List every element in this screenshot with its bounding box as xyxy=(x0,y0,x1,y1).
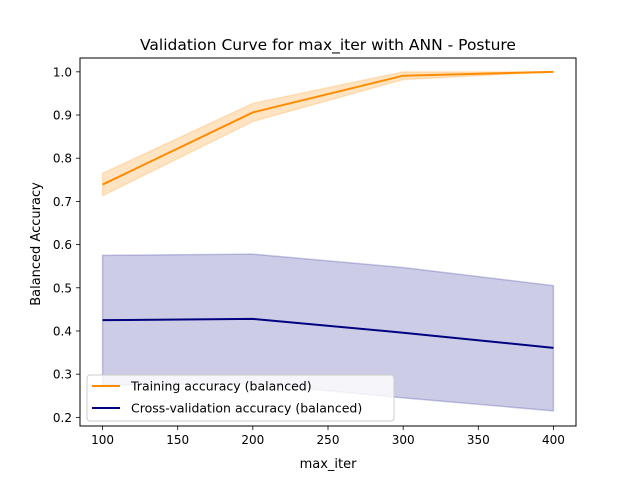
legend-label: Cross-validation accuracy (balanced) xyxy=(131,401,362,416)
series-0-band xyxy=(101,71,554,197)
chart-title: Validation Curve for max_iter with ANN -… xyxy=(140,36,516,55)
x-tick-label: 100 xyxy=(91,433,114,447)
legend-box xyxy=(86,374,395,422)
legend: Training accuracy (balanced) Cross-valida… xyxy=(86,374,395,422)
y-tick-label: 0.2 xyxy=(53,411,72,425)
y-axis-ticks: 0.2 0.3 0.4 0.5 0.6 0.7 0.8 0.9 1.0 xyxy=(53,65,80,425)
y-tick-label: 0.6 xyxy=(53,238,72,252)
x-tick-label: 400 xyxy=(542,433,565,447)
y-tick-label: 0.9 xyxy=(53,109,72,123)
x-axis-label: max_iter xyxy=(300,457,358,472)
x-tick-label: 250 xyxy=(317,433,340,447)
x-tick-label: 200 xyxy=(241,433,264,447)
series-1-line xyxy=(102,317,554,349)
y-tick-label: 0.7 xyxy=(53,195,72,209)
y-axis-label: Balanced Accuracy xyxy=(29,182,44,306)
y-tick-label: 1.0 xyxy=(53,65,72,79)
x-tick-label: 300 xyxy=(392,433,415,447)
y-tick-label: 0.4 xyxy=(53,324,72,338)
confidence-bands xyxy=(101,71,555,412)
x-tick-label: 150 xyxy=(166,433,189,447)
y-tick-label: 0.8 xyxy=(53,152,72,166)
x-axis-ticks: 100 150 200 250 300 350 400 xyxy=(91,426,565,447)
y-tick-label: 0.5 xyxy=(53,281,72,295)
y-tick-label: 0.3 xyxy=(53,368,72,382)
legend-label: Training accuracy (balanced) xyxy=(130,379,312,394)
series-lines xyxy=(102,70,554,349)
x-tick-label: 350 xyxy=(467,433,490,447)
series-0-line xyxy=(102,70,554,186)
